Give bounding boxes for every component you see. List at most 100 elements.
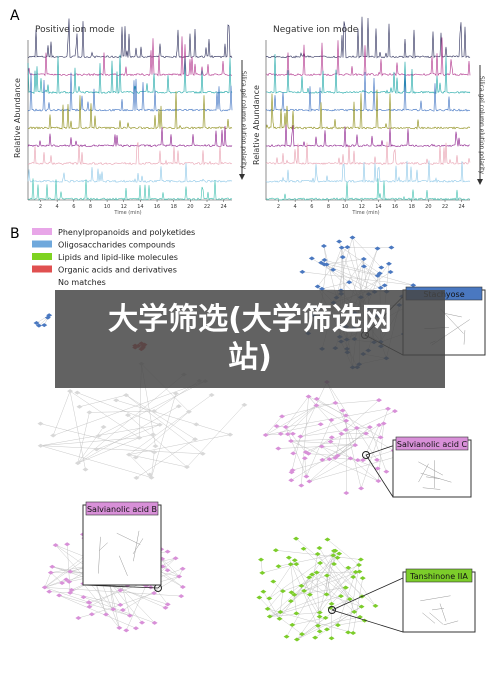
edge: [44, 553, 88, 588]
arrow-head: [477, 179, 483, 185]
edge: [78, 614, 92, 619]
edge: [296, 625, 319, 640]
node: [282, 425, 289, 430]
arrow-head: [239, 174, 245, 180]
structure-sketch: [422, 612, 436, 624]
edge: [321, 446, 336, 459]
edge: [40, 445, 152, 478]
edge: [162, 558, 180, 577]
y-label: Relative Abundance: [252, 85, 261, 165]
node: [260, 589, 267, 594]
node: [279, 589, 286, 594]
edge: [44, 572, 52, 588]
edge: [278, 444, 356, 449]
node: [320, 244, 327, 249]
edge: [301, 585, 362, 607]
node: [323, 573, 330, 578]
structure-sketch: [429, 612, 444, 625]
legend-label: No matches: [58, 278, 106, 287]
edge: [89, 568, 183, 603]
node: [266, 596, 273, 601]
x-tick-label: 6: [72, 204, 75, 210]
trace: [265, 71, 471, 112]
x-tick-label: 16: [392, 204, 398, 210]
node: [289, 622, 296, 627]
x-tick-label: 12: [121, 204, 127, 210]
node: [345, 565, 352, 570]
structure-sketch: [420, 595, 451, 602]
node: [347, 456, 354, 461]
side-label: Silica gel column elution polarity: [478, 76, 485, 175]
node: [64, 542, 71, 547]
edge: [285, 408, 389, 428]
node: [373, 457, 380, 462]
x-tick-label: 12: [359, 204, 365, 210]
node: [287, 562, 294, 567]
edge: [317, 247, 348, 287]
node: [336, 551, 343, 556]
node: [346, 280, 353, 285]
node: [314, 551, 321, 556]
edge: [279, 562, 321, 619]
edge: [290, 440, 379, 482]
node: [56, 593, 63, 598]
node: [410, 283, 417, 288]
node: [199, 451, 206, 456]
node: [264, 606, 271, 611]
edge: [285, 426, 306, 453]
node: [388, 245, 395, 250]
node: [298, 583, 305, 588]
node: [88, 612, 95, 617]
callout-node: [362, 451, 370, 459]
node: [358, 486, 365, 491]
x-tick-label: 24: [458, 204, 464, 210]
node: [350, 575, 357, 580]
node: [321, 257, 328, 262]
edge: [378, 423, 384, 482]
edge: [128, 394, 212, 455]
edge: [352, 237, 382, 268]
legend-label: Oligosaccharides compounds: [58, 241, 175, 250]
callout-tag: [405, 568, 473, 583]
edge: [296, 606, 362, 640]
node: [352, 443, 359, 448]
edge: [77, 437, 140, 464]
node: [284, 432, 291, 437]
edge: [186, 404, 245, 468]
edge: [287, 405, 317, 435]
node: [352, 570, 359, 575]
edge: [303, 548, 362, 607]
node: [355, 563, 362, 568]
node: [37, 421, 44, 426]
node: [360, 264, 367, 269]
edge: [335, 457, 358, 461]
edge: [77, 392, 160, 425]
node: [80, 595, 87, 600]
x-tick-label: 22: [442, 204, 448, 210]
node: [68, 587, 75, 592]
node: [276, 616, 283, 621]
node: [385, 261, 392, 266]
node: [328, 636, 335, 641]
edge: [95, 582, 107, 615]
node: [277, 610, 284, 615]
x-tick-label: 14: [137, 204, 143, 210]
edge: [44, 579, 67, 588]
edge: [302, 271, 414, 286]
edge: [50, 572, 63, 584]
node: [164, 549, 171, 554]
edge: [337, 571, 356, 626]
node: [117, 602, 124, 607]
node: [291, 592, 298, 597]
edge: [308, 453, 338, 456]
node: [381, 283, 388, 288]
node: [316, 614, 323, 619]
edge: [89, 410, 155, 413]
node: [342, 413, 349, 418]
node: [380, 421, 387, 426]
structure-sketch: [422, 487, 441, 490]
trace: [265, 89, 471, 130]
edge: [269, 550, 336, 599]
node: [356, 569, 363, 574]
node: [164, 602, 171, 607]
